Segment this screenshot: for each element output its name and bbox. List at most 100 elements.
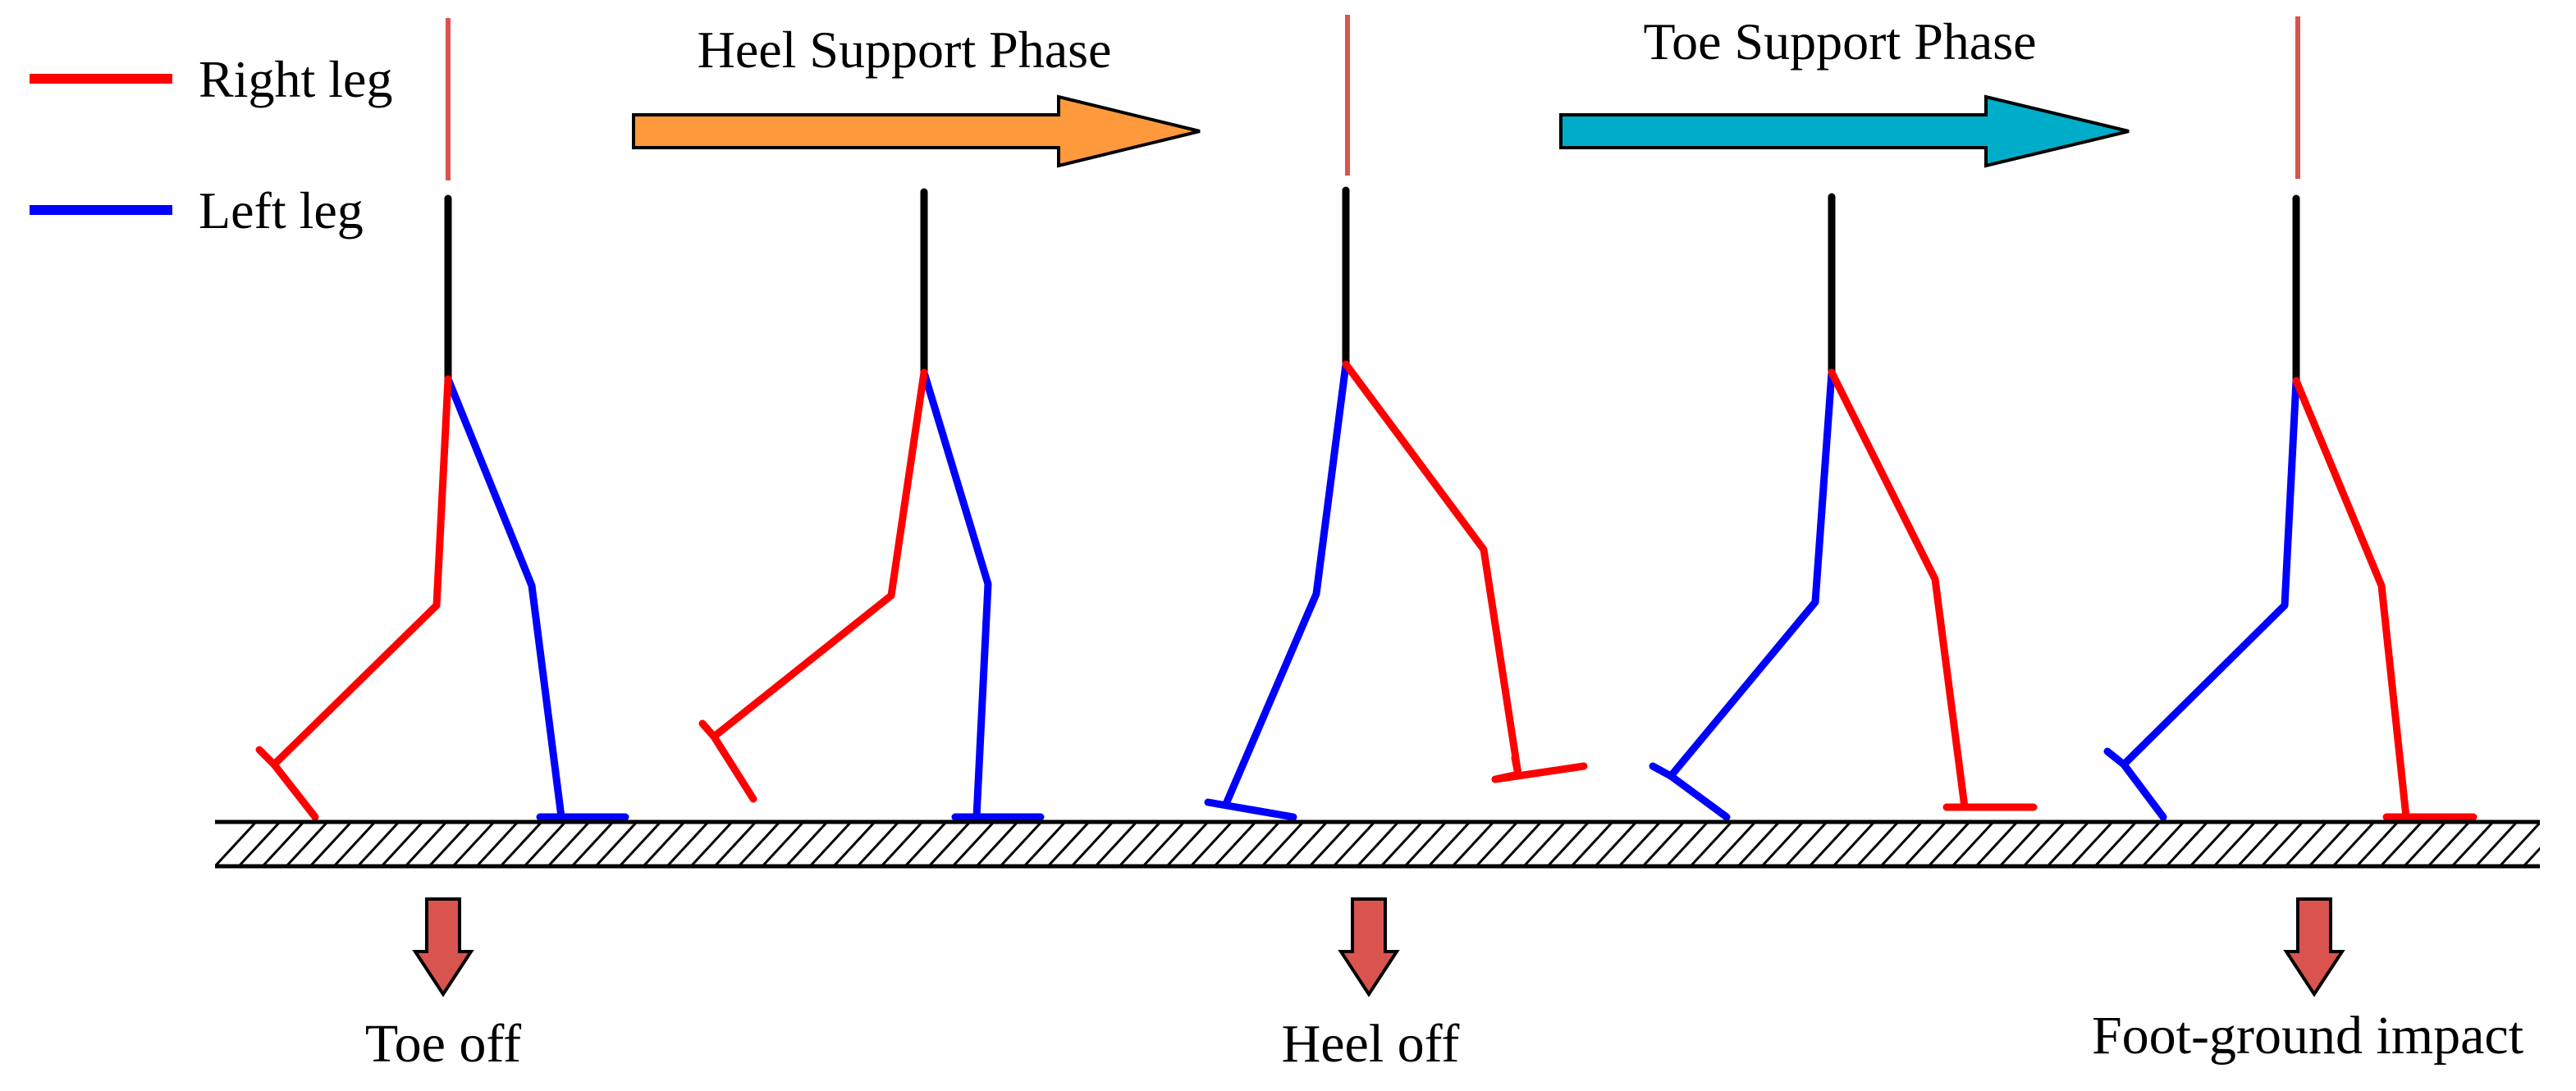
hatch-stroke [951,822,995,866]
figure-2-left-leg [920,368,992,821]
toe-support-phase-label: Toe Support Phase [1643,12,2036,71]
hatch-stroke [1570,822,1614,866]
hatch-stroke [2189,822,2233,866]
hatch-stroke [618,822,662,866]
hatch-stroke [261,822,305,866]
hatch-stroke [523,822,567,866]
hatch-stroke [1808,822,1852,866]
hatch-stroke [1261,822,1305,866]
legend-right-leg-label: Right leg [199,50,392,108]
hatch-stroke [832,822,876,866]
hatch-stroke [309,822,353,866]
hatch-stroke [2236,822,2281,866]
hatch-stroke [2165,822,2209,866]
figure-3-right-foot [1491,754,1588,783]
hatch-stroke [1641,822,1686,866]
figure-4 [1649,193,2038,821]
hatch-stroke [2522,847,2540,866]
hatch-stroke [2427,822,2471,866]
hatch-stroke [1356,822,1400,866]
hatch-stroke [1165,822,1210,866]
hatch-stroke [451,822,496,866]
hatch-stroke [285,822,329,866]
hatch-stroke [1498,822,1543,866]
hatch-stroke [808,822,853,866]
hatch-stroke [856,822,900,866]
figure-5-left-leg [2120,377,2300,769]
hatch-stroke [499,822,543,866]
hatch-stroke [1451,822,1495,866]
hatch-stroke [356,822,400,866]
figure-1-right-foot [255,746,319,821]
hatch-stroke [1427,822,1471,866]
hatch-stroke [380,822,424,866]
hatch-stroke [1903,822,1947,866]
figure-3-right-leg [1342,360,1522,778]
hatch-stroke [1951,822,1995,866]
hatch-stroke [642,822,686,866]
hatch-stroke [2093,822,2138,866]
figure-2-right-leg [710,368,928,741]
hatch-stroke [1403,822,1448,866]
figure-4-left-leg [1667,368,1836,780]
hatch-stroke [975,822,1019,866]
hatch-stroke [1070,822,1114,866]
hatch-stroke [1023,822,1067,866]
hatch-stroke [1665,822,1709,866]
hatch-stroke [404,822,448,866]
hatch-stroke [689,822,734,866]
hatch-stroke [1784,822,1828,866]
hatch-stroke [2355,822,2400,866]
hatch-stroke [1237,822,1281,866]
figure-2-right-foot [698,719,757,803]
hatch-stroke [215,822,258,866]
hatch-stroke [2141,822,2185,866]
figure-5-left-foot [2103,747,2167,821]
hatch-stroke [1213,822,1257,866]
figure-2 [698,188,1045,821]
figure-3 [1204,186,1588,821]
hatch-stroke [1332,822,1376,866]
hatch-stroke [1713,822,1757,866]
hatch-stroke [737,822,781,866]
hatch-stroke [2284,822,2328,866]
figure-1 [255,194,629,821]
hatch-stroke [2117,822,2162,866]
hatch-stroke [1094,822,1138,866]
hatch-stroke [1689,822,1733,866]
hatch-stroke [1118,822,1162,866]
hatch-stroke [1832,822,1876,866]
hatch-stroke [2046,822,2090,866]
hatch-stroke [237,822,281,866]
hatch-stroke [1879,822,1924,866]
hatch-stroke [713,822,757,866]
heel-off-arrow [1338,897,1400,997]
toe-off-arrow [412,897,474,997]
hatch-stroke [1998,822,2043,866]
event-markers [446,15,2300,180]
hatch-stroke [1927,822,1971,866]
hatch-stroke [1142,822,1186,866]
toe-off-label: Toe off [365,1014,521,1074]
hatch-stroke [1736,822,1781,866]
hatch-stroke [1546,822,1590,866]
hatch-stroke [2260,822,2304,866]
hatch-stroke [2331,822,2376,866]
hatch-stroke [570,822,615,866]
hatch-stroke [547,822,591,866]
hatch-stroke [1380,822,1424,866]
hatch-stroke [2474,822,2519,866]
events: Toe off Heel off Foot-ground impact [365,897,2523,1074]
legend-left-leg-label: Left leg [199,181,364,240]
hatch-stroke [761,822,805,866]
hatch-stroke [2379,822,2423,866]
hatch-stroke [2498,822,2540,866]
heel-support-phase-arrow [632,94,1201,168]
hatch-stroke [1974,822,2019,866]
hatch-stroke [1475,822,1519,866]
hatch-stroke [1522,822,1567,866]
hatch-stroke [1594,822,1638,866]
ground [215,819,2540,869]
foot-ground-impact-label: Foot-ground impact [2092,1006,2523,1066]
figure-5 [2103,194,2478,821]
